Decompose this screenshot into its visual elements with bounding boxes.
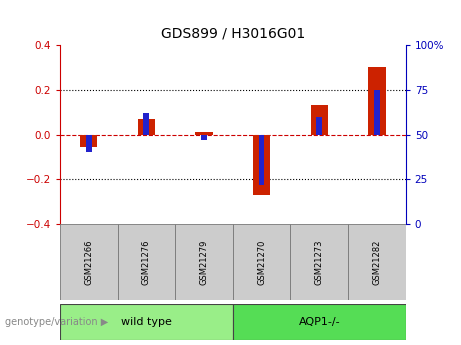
- Bar: [175, 224, 233, 300]
- Bar: [143, 113, 149, 135]
- Bar: [374, 90, 380, 135]
- Bar: [233, 224, 290, 300]
- Text: genotype/variation ▶: genotype/variation ▶: [5, 317, 108, 327]
- Text: GSM21270: GSM21270: [257, 239, 266, 285]
- Text: wild type: wild type: [121, 317, 172, 327]
- Bar: [195, 132, 213, 135]
- Bar: [60, 304, 233, 340]
- Text: GSM21279: GSM21279: [200, 239, 208, 285]
- Bar: [138, 119, 155, 135]
- Bar: [316, 117, 322, 135]
- Bar: [118, 224, 175, 300]
- Bar: [233, 304, 406, 340]
- Bar: [80, 135, 97, 147]
- Bar: [259, 135, 265, 185]
- Bar: [290, 224, 348, 300]
- Bar: [60, 224, 118, 300]
- Title: GDS899 / H3016G01: GDS899 / H3016G01: [161, 27, 305, 41]
- Bar: [311, 106, 328, 135]
- Bar: [86, 135, 92, 152]
- Text: GSM21266: GSM21266: [84, 239, 93, 285]
- Text: GSM21282: GSM21282: [372, 239, 381, 285]
- Text: GSM21276: GSM21276: [142, 239, 151, 285]
- Bar: [348, 224, 406, 300]
- Text: AQP1-/-: AQP1-/-: [298, 317, 340, 327]
- Bar: [253, 135, 270, 195]
- Bar: [368, 67, 385, 135]
- Text: GSM21273: GSM21273: [315, 239, 324, 285]
- Bar: [201, 135, 207, 140]
